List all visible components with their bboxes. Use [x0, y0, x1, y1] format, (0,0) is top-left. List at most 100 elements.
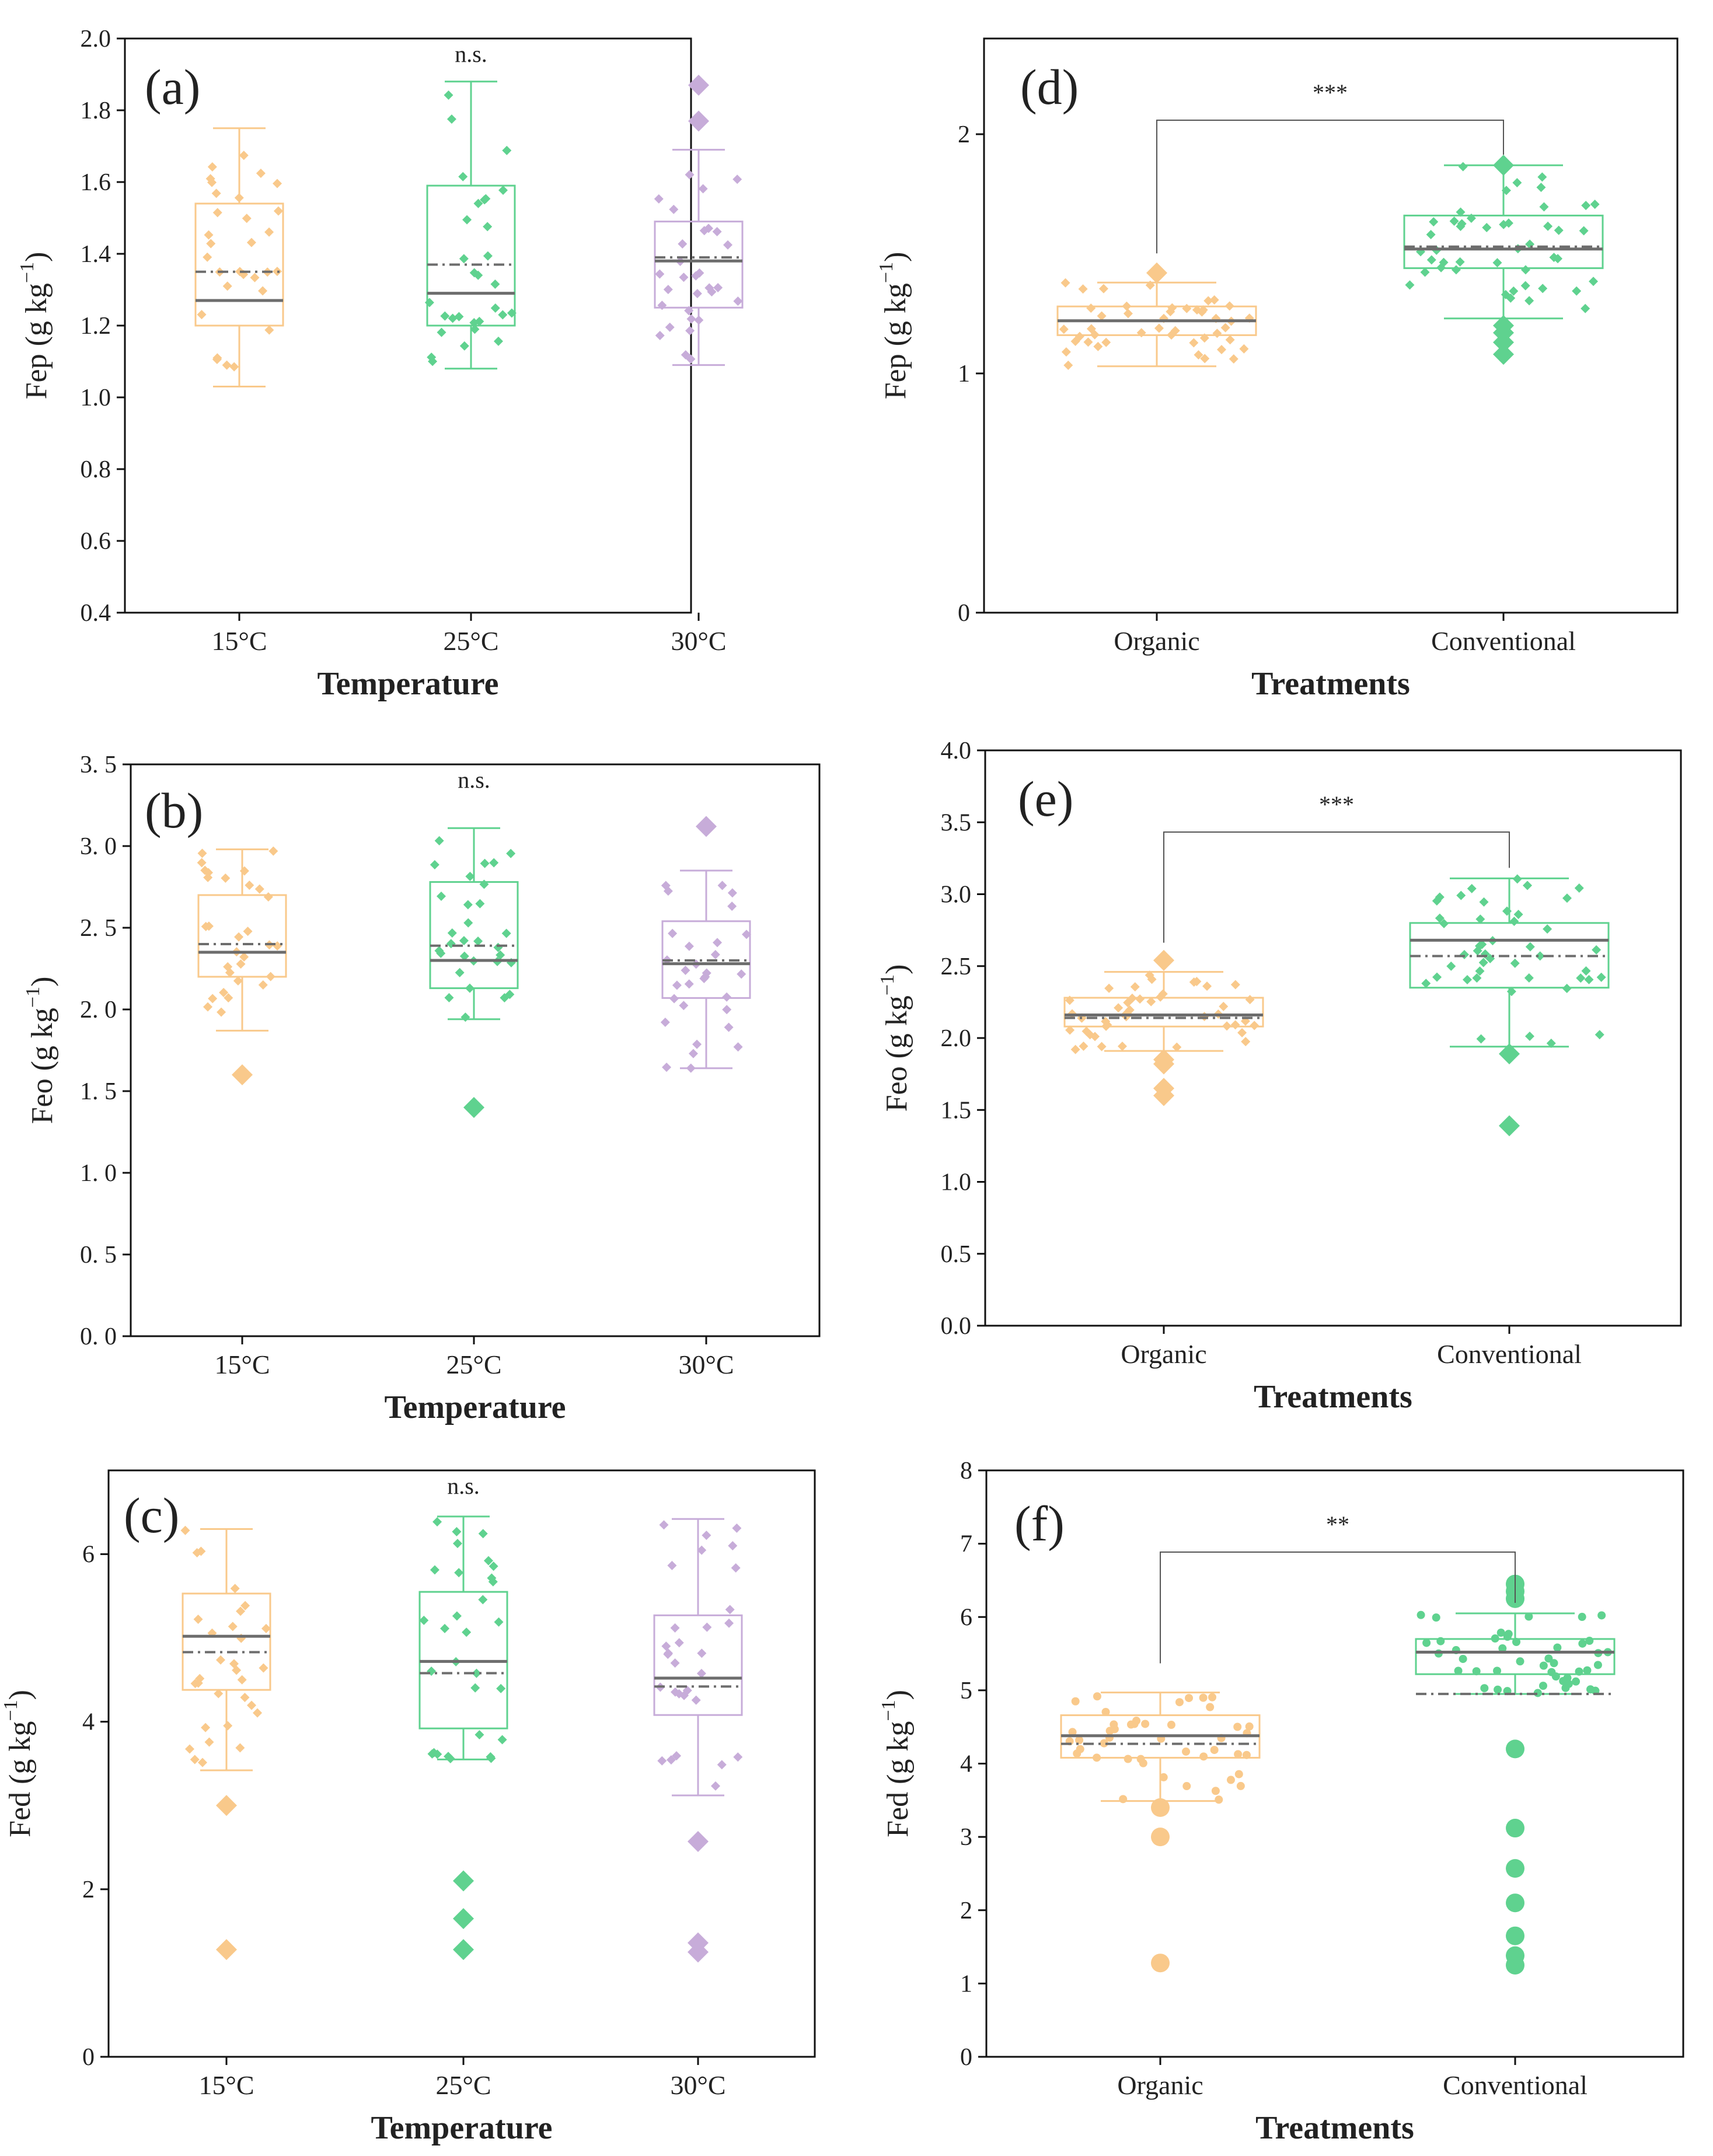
chart-panel-d: 0 1 2 Fep (g kg−1) Treatments (d) Organic Conve…	[875, 37, 1679, 702]
y-axis-label: Feo (g kg−1)	[22, 977, 59, 1124]
x-axis-label: Treatments	[1251, 666, 1410, 702]
data-point	[1562, 893, 1572, 903]
data-point	[490, 279, 500, 289]
data-point	[207, 162, 217, 172]
data-point	[419, 1615, 429, 1625]
chart-panel-c: 0 2 4 6 Fed (g kg−1) Temperature (c) 15°C 25°C 30…	[0, 1469, 816, 2146]
data-point	[1061, 347, 1071, 357]
data-point	[234, 932, 244, 942]
data-point	[1459, 1655, 1467, 1664]
data-point	[710, 1781, 720, 1791]
data-point	[212, 208, 222, 218]
data-point	[1070, 337, 1080, 347]
data-point	[459, 254, 469, 264]
data-point	[732, 174, 742, 184]
data-point	[1586, 1685, 1595, 1694]
data-point	[672, 980, 682, 990]
data-point	[692, 289, 702, 299]
data-point	[1581, 201, 1591, 211]
data-point	[1136, 328, 1146, 338]
data-point	[1510, 958, 1520, 968]
outlier-point	[1151, 1954, 1170, 1973]
data-point	[1583, 1666, 1592, 1675]
data-point	[1182, 1782, 1191, 1791]
y-tick-label: 0.4	[81, 600, 111, 627]
data-point	[1230, 1020, 1240, 1030]
data-point	[259, 1663, 268, 1673]
box-1: 25°C	[429, 827, 519, 1379]
data-point	[1585, 1637, 1594, 1645]
box-iqr	[654, 221, 744, 309]
data-point	[222, 360, 232, 370]
outlier-point	[688, 1831, 709, 1853]
data-point	[1524, 1031, 1534, 1041]
data-point	[713, 938, 723, 948]
data-point	[424, 298, 434, 307]
data-point	[732, 1523, 742, 1533]
data-point	[1493, 1666, 1502, 1675]
y-tick-label: 1.6	[81, 169, 111, 196]
data-point	[229, 1659, 239, 1669]
data-point	[1093, 1753, 1101, 1762]
outlier-point	[1153, 949, 1174, 971]
data-point	[1520, 265, 1530, 275]
data-point	[1059, 324, 1069, 334]
y-axis-label-close: )	[879, 252, 912, 262]
data-point	[670, 1658, 680, 1668]
data-point	[263, 892, 273, 902]
x-tick-label: 25°C	[443, 626, 498, 656]
data-point	[1494, 1685, 1502, 1694]
data-point	[704, 283, 714, 293]
data-point	[472, 1668, 482, 1678]
data-point	[1498, 1644, 1507, 1653]
data-point	[1185, 1694, 1194, 1703]
y-axis-label-sup: −1	[0, 1700, 22, 1721]
data-point	[233, 976, 243, 986]
data-point	[273, 206, 283, 216]
y-tick-label: 5	[960, 1678, 972, 1704]
y-axis-label-sup: −1	[16, 262, 38, 283]
data-point	[1439, 257, 1449, 267]
data-point	[1492, 258, 1502, 268]
data-point	[253, 1708, 263, 1718]
data-point	[722, 992, 732, 1002]
data-point	[1114, 1003, 1124, 1013]
data-point	[1145, 280, 1155, 290]
data-point	[1466, 214, 1476, 223]
data-point	[1432, 896, 1442, 906]
x-tick-label: 30°C	[678, 1350, 734, 1379]
data-point	[247, 1700, 257, 1710]
data-point	[1170, 326, 1180, 336]
data-point	[1199, 333, 1209, 343]
data-point	[246, 237, 256, 247]
y-axis-label-close: )	[880, 965, 913, 974]
x-tick-label: Organic	[1114, 626, 1199, 656]
outlier-point	[1153, 1053, 1174, 1075]
y-axis-label-text: Fep (g kg	[20, 283, 53, 399]
data-point	[702, 1530, 711, 1540]
x-tick-label: 25°C	[435, 2070, 491, 2100]
data-point	[670, 1687, 680, 1697]
data-point	[1146, 997, 1156, 1007]
outlier-point	[1506, 1739, 1524, 1759]
data-point	[1104, 983, 1114, 993]
data-point	[1544, 1654, 1553, 1663]
data-point	[264, 325, 274, 335]
data-point	[1139, 1759, 1147, 1767]
data-point	[190, 1755, 200, 1764]
data-point	[444, 993, 454, 1002]
data-point	[507, 308, 517, 318]
data-point	[224, 993, 233, 1003]
data-point	[1250, 1021, 1260, 1030]
y-tick-label: 4.0	[941, 738, 972, 764]
data-point	[684, 941, 694, 951]
data-point	[206, 239, 216, 249]
data-point	[197, 848, 207, 858]
data-point	[1122, 301, 1132, 311]
y-axis-label-sup: −1	[22, 987, 44, 1008]
data-point	[696, 1669, 706, 1679]
data-point	[430, 1565, 439, 1575]
significance-label: n.s.	[455, 41, 487, 67]
data-point	[1475, 941, 1485, 951]
significance-label: n.s.	[447, 1473, 480, 1499]
